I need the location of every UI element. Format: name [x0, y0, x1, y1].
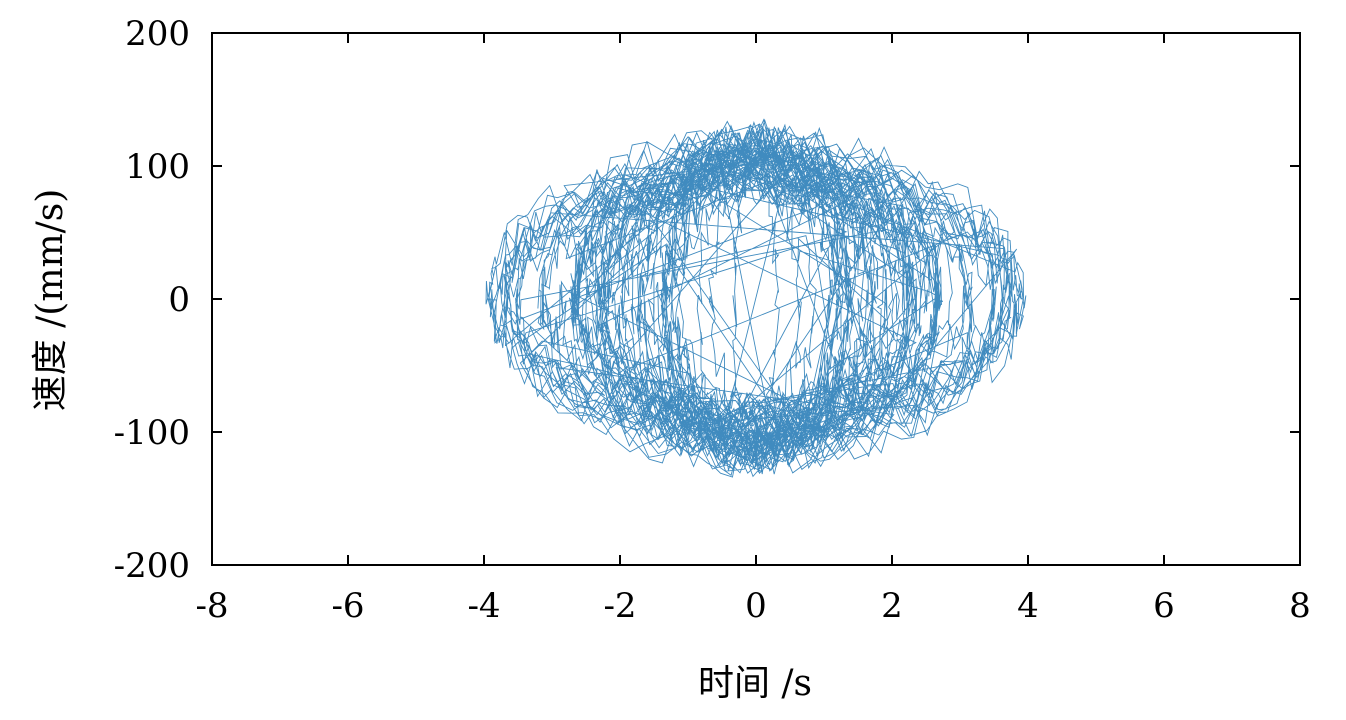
x-axis-title: 时间 /s	[698, 663, 812, 704]
y-tick-label: 0	[168, 280, 190, 320]
x-tick-label: -2	[603, 586, 636, 626]
x-tick-label: 0	[745, 586, 767, 626]
y-tick-label: 100	[125, 147, 190, 187]
y-tick-label: 200	[125, 14, 190, 54]
x-tick-label: 2	[881, 586, 903, 626]
y-tick-label: -100	[114, 413, 190, 453]
x-tick-label: 8	[1289, 586, 1311, 626]
x-tick-label: -6	[331, 586, 364, 626]
x-tick-label: -4	[467, 586, 500, 626]
plot-area	[485, 118, 1027, 478]
x-tick-label: 4	[1017, 586, 1039, 626]
series-line	[485, 118, 1027, 478]
y-tick-label: -200	[114, 546, 190, 586]
x-tick-label: 6	[1153, 586, 1175, 626]
axes: -8 -6 -4 -2 0 2 4 6 8 200 100 0 -100 -200	[114, 14, 1311, 626]
x-tick-label: -8	[195, 586, 228, 626]
y-axis-title: 速度 /(mm/s)	[30, 189, 71, 412]
